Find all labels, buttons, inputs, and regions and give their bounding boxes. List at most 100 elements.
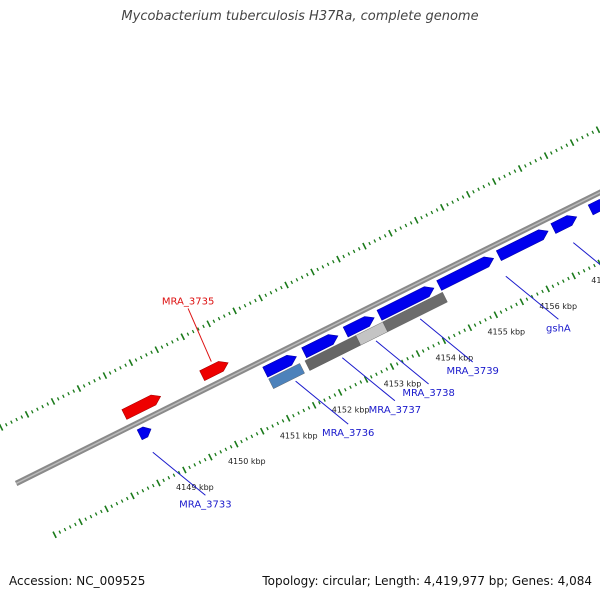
ruler-tick-outer xyxy=(425,213,429,217)
gene-label-leader xyxy=(419,318,474,363)
gene-label: MRA_3737 xyxy=(369,405,421,416)
ruler-tick-outer xyxy=(326,262,330,267)
ruler-tick-outer xyxy=(154,346,160,354)
ruler-tick-inner xyxy=(94,512,98,516)
ruler-tick-outer xyxy=(414,216,419,224)
ruler-tick-inner xyxy=(536,292,539,296)
ruler-tick-inner xyxy=(489,315,492,320)
ruler-tick-outer xyxy=(264,293,268,298)
ruler-tick-inner xyxy=(453,333,456,338)
ruler-tick-inner xyxy=(219,450,223,454)
ruler-tick-outer xyxy=(513,169,517,173)
ruler-tick-inner xyxy=(198,460,202,464)
ruler-tick-outer xyxy=(352,249,356,254)
forward-gene-arrow xyxy=(136,426,152,441)
ruler-tick-outer xyxy=(72,389,76,393)
ruler-tick-outer xyxy=(586,133,589,137)
ruler-tick-outer xyxy=(378,236,382,241)
ruler-tick-outer xyxy=(171,340,174,344)
ruler-tick-inner xyxy=(156,479,161,487)
ruler-tick-outer xyxy=(274,288,278,292)
ruler-tick-inner xyxy=(115,501,119,506)
ruler-tick-outer xyxy=(456,197,460,202)
ruler-tick-inner xyxy=(432,344,435,348)
ruler-tick-label: 4157 kbp xyxy=(591,276,600,285)
ruler-tick-outer xyxy=(321,265,325,269)
ruler-tick-inner xyxy=(208,453,213,461)
ruler-tick-inner xyxy=(525,297,529,301)
ruler-tick-outer xyxy=(368,241,371,246)
ruler-tick-outer xyxy=(36,407,39,411)
ruler-tick-inner xyxy=(120,499,124,503)
ruler-tick-outer xyxy=(404,223,408,228)
ruler-tick-outer xyxy=(20,415,24,419)
genome-backbone-highlight xyxy=(15,191,600,485)
ruler-tick-outer xyxy=(477,187,480,191)
ruler-tick-inner xyxy=(292,413,295,418)
ruler-tick-inner xyxy=(58,530,62,534)
ruler-tick-outer xyxy=(24,410,30,418)
ruler-tick-outer xyxy=(284,281,289,289)
ruler-tick-outer xyxy=(529,161,532,166)
gene-label-leader xyxy=(375,340,429,385)
ruler-tick-outer xyxy=(248,301,252,305)
ruler-tick-outer xyxy=(300,275,304,279)
ruler-tick-outer xyxy=(46,402,50,406)
ruler-tick-inner xyxy=(125,496,129,501)
ruler-tick-outer xyxy=(180,333,186,341)
ruler-tick-outer xyxy=(98,376,102,380)
ruler-tick-outer xyxy=(539,156,543,160)
ruler-tick-inner xyxy=(281,419,285,423)
ruler-tick-outer xyxy=(113,368,117,373)
ruler-tick-outer xyxy=(56,397,60,401)
ruler-tick-outer xyxy=(331,259,335,264)
gene-label: MRA_3735 xyxy=(162,296,214,307)
ruler-tick-outer xyxy=(591,130,595,135)
ruler-tick-inner xyxy=(571,272,576,280)
ruler-tick-inner xyxy=(389,363,395,370)
ruler-tick-inner xyxy=(415,350,421,358)
ruler-tick-outer xyxy=(222,314,226,318)
forward-gene-arrow xyxy=(587,199,600,216)
ruler-tick-label: 4149 kbp xyxy=(176,483,214,492)
ruler-tick-outer xyxy=(145,353,148,357)
ruler-tick-outer xyxy=(560,146,563,150)
ruler-tick-outer xyxy=(176,337,179,342)
ruler-tick-inner xyxy=(84,517,88,521)
ruler-tick-inner xyxy=(276,421,280,426)
ruler-tick-outer xyxy=(310,268,315,276)
ruler-tick-inner xyxy=(421,349,425,353)
ruler-tick-label: 4152 kbp xyxy=(332,405,370,414)
gene-label-leader xyxy=(152,451,206,496)
forward-gene-arrow xyxy=(301,334,339,359)
ruler-tick-inner xyxy=(177,470,181,475)
ruler-tick-outer xyxy=(503,174,506,179)
ruler-tick-outer xyxy=(569,139,575,147)
ruler-tick-outer xyxy=(524,164,527,168)
gene-label-leader xyxy=(341,357,396,402)
ruler-tick-inner xyxy=(146,486,150,490)
ruler-tick-inner xyxy=(172,473,176,477)
ruler-tick-inner xyxy=(307,406,311,410)
ruler-tick-label: 4156 kbp xyxy=(539,302,577,311)
ruler-tick-inner xyxy=(441,337,447,345)
ruler-tick-outer xyxy=(165,342,169,347)
ruler-tick-inner xyxy=(162,478,165,483)
gene-label-leader xyxy=(295,380,349,425)
ruler-tick-inner xyxy=(467,324,473,332)
ruler-tick-outer xyxy=(119,366,122,370)
ruler-tick-outer xyxy=(93,379,96,383)
ruler-tick-label: 4155 kbp xyxy=(487,328,525,337)
ruler-tick-outer xyxy=(67,391,70,396)
ruler-tick-inner xyxy=(333,393,337,397)
ruler-tick-inner xyxy=(556,281,560,286)
forward-gene-arrow xyxy=(436,256,495,291)
forward-gene-arrow xyxy=(550,215,578,234)
ruler-tick-inner xyxy=(78,518,83,526)
ruler-tick-outer xyxy=(280,285,283,290)
ruler-tick-outer xyxy=(10,420,13,424)
ruler-tick-inner xyxy=(510,305,513,309)
ruler-tick-inner xyxy=(297,411,300,415)
ruler-tick-outer xyxy=(150,350,153,354)
